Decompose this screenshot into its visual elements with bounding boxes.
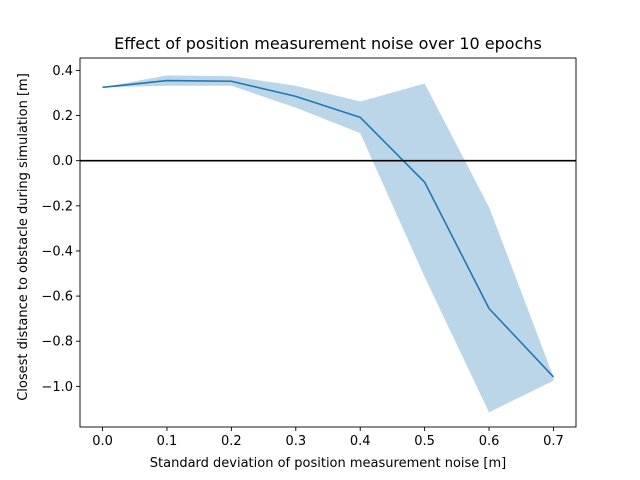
y-tick-label: 0.0 <box>52 154 73 169</box>
x-tick-label: 0.5 <box>414 434 435 449</box>
x-tick-label: 0.0 <box>92 434 113 449</box>
x-axis-label: Standard deviation of position measureme… <box>150 456 506 471</box>
chart-title: Effect of position measurement noise ove… <box>114 34 542 53</box>
y-tick-label: −0.2 <box>41 199 73 214</box>
axes-frame <box>79 57 577 428</box>
plot-area <box>80 75 576 413</box>
series-0-line <box>102 79 555 378</box>
x-tick-label: 0.7 <box>543 434 564 449</box>
y-axis-label: Closest distance to obstacle during simu… <box>16 73 31 401</box>
y-tick-label: −0.6 <box>41 290 73 305</box>
y-tick-label: 0.2 <box>52 109 73 124</box>
x-tick-label: 0.2 <box>221 434 242 449</box>
x-tick-label: 0.6 <box>479 434 500 449</box>
axes: 0.0 0.1 0.2 0.3 0.4 0.5 0.6 0.7 0.4 0.2 0.0 −0.2 −0.… <box>41 57 577 449</box>
y-tick-label: −0.8 <box>41 335 73 350</box>
y-tick-label: −0.4 <box>41 244 73 259</box>
y-tick-label: −1.0 <box>41 380 73 395</box>
y-tick-label: 0.4 <box>52 64 73 79</box>
x-tick-label: 0.1 <box>157 434 178 449</box>
x-tick-label: 0.4 <box>350 434 371 449</box>
series-0-band <box>102 75 554 413</box>
x-tick-label: 0.3 <box>285 434 306 449</box>
